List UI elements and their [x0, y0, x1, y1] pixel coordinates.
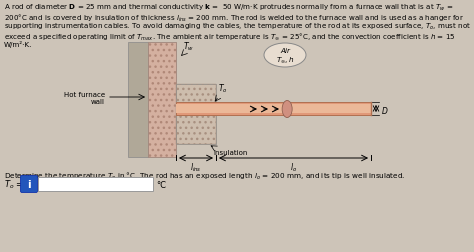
Text: Hot furnace: Hot furnace — [64, 92, 105, 98]
Bar — [176, 103, 371, 115]
Text: Air: Air — [280, 48, 290, 54]
Text: $T_o$: $T_o$ — [218, 82, 228, 94]
Text: W/m²·K.: W/m²·K. — [4, 41, 32, 48]
Text: $T_\infty, h$: $T_\infty, h$ — [276, 55, 294, 65]
Text: i: i — [27, 179, 31, 189]
Ellipse shape — [264, 44, 306, 68]
Text: $l_{ins}$: $l_{ins}$ — [190, 161, 202, 174]
Text: 200°C and is covered by insulation of thickness $l_{ins}$ = 200 mm. The rod is w: 200°C and is covered by insulation of th… — [4, 12, 464, 24]
Bar — [176, 105, 371, 114]
Bar — [176, 85, 216, 144]
Text: $T_o$ =: $T_o$ = — [4, 178, 24, 191]
Bar — [148, 43, 176, 158]
Text: Determine the temperature $T_o$ in °C. The rod has an exposed length $l_o$ = 200: Determine the temperature $T_o$ in °C. T… — [4, 170, 405, 181]
Ellipse shape — [282, 101, 292, 118]
Text: $l_o$: $l_o$ — [290, 161, 297, 174]
Text: exceed a specified operating limit of $T_{max}$. The ambient air temperature is : exceed a specified operating limit of $T… — [4, 32, 456, 43]
Text: supporting instrumentation cables. To avoid damaging the cables, the temperature: supporting instrumentation cables. To av… — [4, 22, 471, 32]
Bar — [128, 43, 148, 158]
Text: °C: °C — [156, 180, 166, 189]
Text: A rod of diameter $\mathbf{D}$ = 25 mm and thermal conductivity $\mathbf{k}$ =  : A rod of diameter $\mathbf{D}$ = 25 mm a… — [4, 3, 453, 13]
Text: wall: wall — [91, 99, 105, 105]
Bar — [176, 85, 216, 144]
Bar — [38, 177, 153, 191]
Text: Insulation: Insulation — [213, 149, 247, 155]
Text: $D$: $D$ — [381, 104, 389, 115]
Text: $T_w$: $T_w$ — [183, 40, 194, 53]
Bar — [148, 43, 176, 158]
FancyBboxPatch shape — [20, 176, 37, 193]
